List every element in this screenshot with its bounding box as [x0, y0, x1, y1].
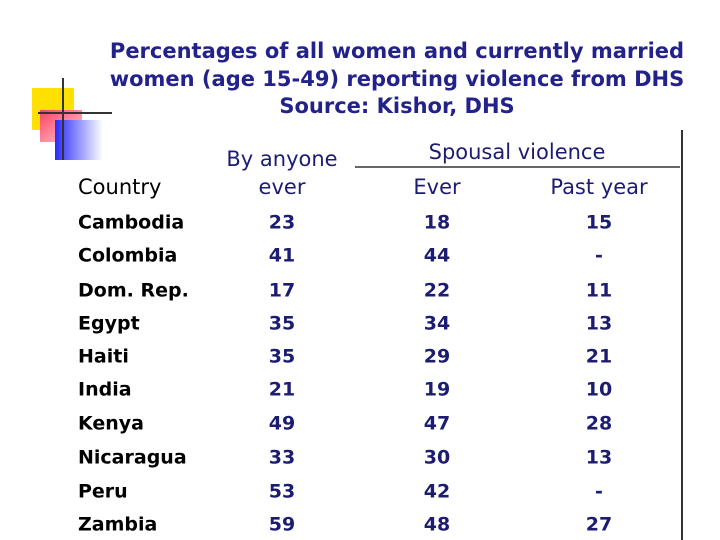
value-cell: 41: [269, 245, 295, 267]
value-cell: 13: [586, 313, 612, 335]
value-cell: 59: [269, 514, 295, 536]
value-cell: -: [595, 481, 603, 503]
group-header: Spousal violence: [429, 140, 606, 164]
column-header: Ever: [413, 175, 461, 199]
value-cell: 21: [269, 379, 295, 401]
value-cell: 47: [424, 413, 450, 435]
country-cell: Haiti: [78, 346, 129, 368]
country-cell: Nicaragua: [78, 447, 187, 469]
value-cell: 44: [424, 245, 450, 267]
value-cell: 35: [269, 346, 295, 368]
country-cell: Egypt: [78, 313, 140, 335]
country-cell: Zambia: [78, 514, 157, 536]
column-header: ever: [259, 175, 306, 199]
country-cell: India: [78, 379, 132, 401]
country-cell: Peru: [78, 481, 128, 503]
country-cell: Cambodia: [78, 212, 184, 234]
value-cell: 11: [586, 280, 612, 302]
column-header: Country: [78, 175, 161, 199]
value-cell: 53: [269, 481, 295, 503]
country-cell: Kenya: [78, 413, 144, 435]
column-header: Past year: [550, 175, 648, 199]
column-header: By anyone: [226, 147, 337, 171]
value-cell: 13: [586, 447, 612, 469]
value-cell: 19: [424, 379, 450, 401]
value-cell: 42: [424, 481, 450, 503]
country-cell: Dom. Rep.: [78, 280, 189, 302]
title-line: women (age 15-49) reporting violence fro…: [110, 67, 685, 91]
country-cell: Colombia: [78, 245, 177, 267]
value-cell: 48: [424, 514, 450, 536]
value-cell: 21: [586, 346, 612, 368]
value-cell: 22: [424, 280, 450, 302]
value-cell: 23: [269, 212, 295, 234]
value-cell: 17: [269, 280, 295, 302]
value-cell: 27: [586, 514, 612, 536]
value-cell: 49: [269, 413, 295, 435]
value-cell: 15: [586, 212, 612, 234]
value-cell: 33: [269, 447, 295, 469]
title-line: Source: Kishor, DHS: [279, 94, 514, 118]
value-cell: 30: [424, 447, 450, 469]
value-cell: 29: [424, 346, 450, 368]
value-cell: -: [595, 245, 603, 267]
value-cell: 10: [586, 379, 612, 401]
decoration: [32, 78, 683, 540]
value-cell: 28: [586, 413, 612, 435]
value-cell: 34: [424, 313, 450, 335]
title-line: Percentages of all women and currently m…: [110, 39, 684, 63]
value-cell: 18: [424, 212, 450, 234]
value-cell: 35: [269, 313, 295, 335]
